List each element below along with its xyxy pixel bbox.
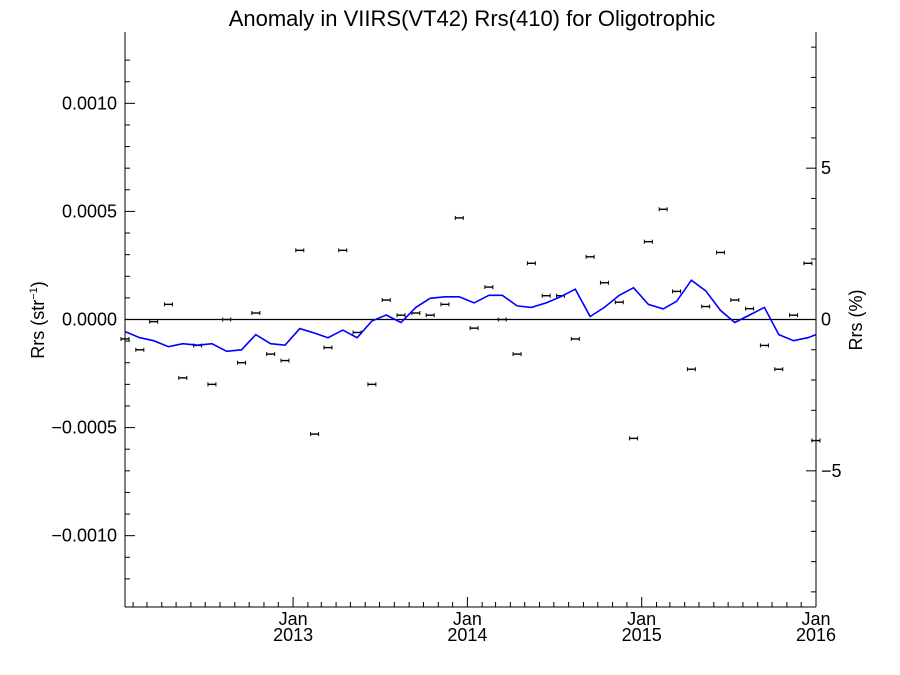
- y-right-tick-label: −5: [821, 461, 842, 481]
- data-point: [280, 358, 290, 363]
- y-left-tick-label: −0.0005: [51, 418, 117, 438]
- data-point: [295, 248, 305, 253]
- data-point: [541, 293, 551, 298]
- data-point: [381, 298, 391, 303]
- data-point: [803, 261, 813, 266]
- x-tick-label-year: 2014: [447, 625, 487, 645]
- x-tick-label-month: Jan: [453, 609, 482, 629]
- data-point: [207, 382, 217, 387]
- data-point: [163, 302, 173, 307]
- data-point: [367, 382, 377, 387]
- data-point: [411, 311, 421, 316]
- data-point: [686, 367, 696, 372]
- data-point: [643, 239, 653, 244]
- data-point: [512, 352, 522, 357]
- data-point: [251, 311, 261, 316]
- data-point: [745, 306, 755, 311]
- data-point: [323, 345, 333, 350]
- data-point: [497, 317, 507, 322]
- data-point: [310, 432, 320, 437]
- data-point: [614, 300, 624, 305]
- data-point: [120, 336, 130, 341]
- data-point: [759, 343, 769, 348]
- data-point: [789, 313, 799, 318]
- data-point: [396, 313, 406, 318]
- data-point: [222, 317, 232, 322]
- plot-area: 0.00100.00050.0000−0.0005−0.001050−5Jan2…: [51, 32, 842, 645]
- chart-title: Anomaly in VIIRS(VT42) Rrs(410) for Olig…: [229, 6, 716, 31]
- data-point: [178, 375, 188, 380]
- data-point: [585, 254, 595, 259]
- data-point: [440, 302, 450, 307]
- data-point: [730, 298, 740, 303]
- x-tick-label-month: Jan: [627, 609, 656, 629]
- data-point: [149, 319, 159, 324]
- y-left-tick-label: 0.0000: [62, 310, 117, 330]
- data-point: [629, 436, 639, 441]
- data-point: [266, 352, 276, 357]
- data-point: [484, 285, 494, 290]
- y-axis-right-label: Rrs (%): [846, 290, 866, 351]
- y-left-tick-label: 0.0010: [62, 93, 117, 113]
- data-point: [570, 336, 580, 341]
- data-point: [811, 438, 821, 443]
- y-right-tick-label: 5: [821, 158, 831, 178]
- data-point: [774, 367, 784, 372]
- x-tick-label-year: 2013: [273, 625, 313, 645]
- data-point: [469, 326, 479, 331]
- series-line-1: [124, 279, 817, 353]
- x-tick-label-month: Jan: [801, 609, 830, 629]
- data-point: [454, 215, 464, 220]
- data-point: [672, 289, 682, 294]
- data-point: [701, 304, 711, 309]
- y-axis-left-label-close: ): [28, 281, 48, 287]
- data-point: [237, 360, 247, 365]
- data-point: [526, 261, 536, 266]
- y-axis-left-label-sup: −1: [28, 287, 40, 300]
- data-point: [715, 250, 725, 255]
- x-tick-label-year: 2016: [796, 625, 836, 645]
- y-axis-left-label-base: Rrs (str: [28, 300, 48, 359]
- y-right-tick-label: 0: [821, 310, 831, 330]
- data-point: [425, 313, 435, 318]
- x-tick-label-month: Jan: [279, 609, 308, 629]
- y-axis-left-label: Rrs (str−1): [28, 281, 48, 359]
- data-point: [338, 248, 348, 253]
- y-left-tick-label: −0.0010: [51, 526, 117, 546]
- x-tick-label-year: 2015: [622, 625, 662, 645]
- data-point: [135, 347, 145, 352]
- data-point: [658, 207, 668, 212]
- data-point: [599, 280, 609, 285]
- y-left-tick-label: 0.0005: [62, 201, 117, 221]
